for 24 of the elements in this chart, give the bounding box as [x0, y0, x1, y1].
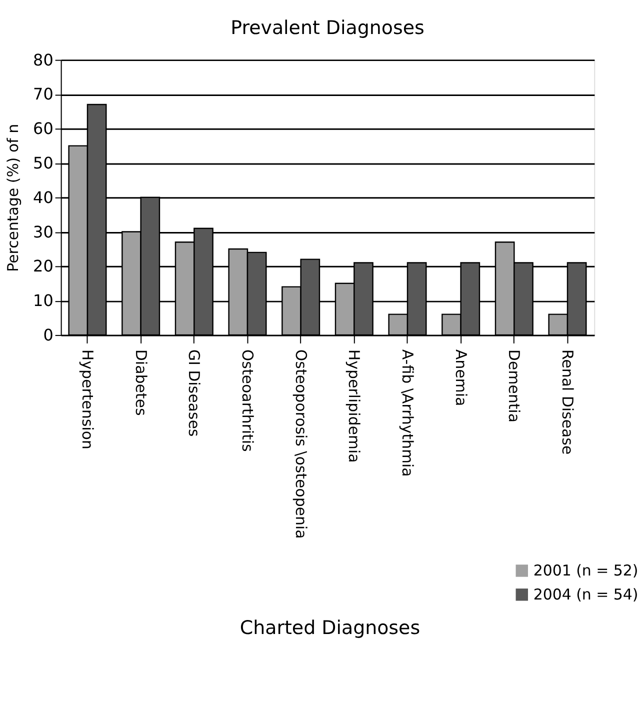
x-tick-label: A-fib \Arrhythmia	[398, 349, 416, 477]
x-tick-label: Diabetes	[132, 349, 150, 416]
y-tick-label: 60	[33, 119, 54, 138]
x-tick-label: Hyperlipidemia	[345, 349, 364, 463]
y-tick-label: 0	[43, 325, 54, 344]
x-tick-label: GI Diseases	[185, 349, 204, 437]
y-tick-label: 30	[33, 222, 54, 242]
x-tick-label: Osteoporosis \osteopenia	[292, 349, 310, 539]
legend-label: 2004 (n = 54)	[533, 586, 638, 604]
x-tick-label: Renal Disease	[558, 349, 577, 455]
y-tick-label: 80	[33, 50, 54, 70]
y-tick-label: 10	[33, 291, 54, 310]
y-axis-title: Percentage (%) of n	[4, 124, 22, 272]
legend-label: 2001 (n = 52)	[533, 562, 638, 580]
y-tick-label: 70	[33, 84, 54, 104]
text: Charted Diagnoses	[240, 617, 420, 640]
x-tick-label: Anemia	[452, 349, 470, 406]
y-tick-label: 40	[33, 188, 54, 207]
x-tick-label: Dementia	[505, 349, 524, 422]
x-tick-label: Hypertension	[78, 349, 96, 450]
y-tick-label: 50	[33, 153, 54, 172]
chart-title: Prevalent Diagnoses	[230, 16, 424, 39]
y-tick-label: 20	[33, 256, 54, 276]
x-tick-label: Osteoarthritis	[238, 349, 256, 452]
